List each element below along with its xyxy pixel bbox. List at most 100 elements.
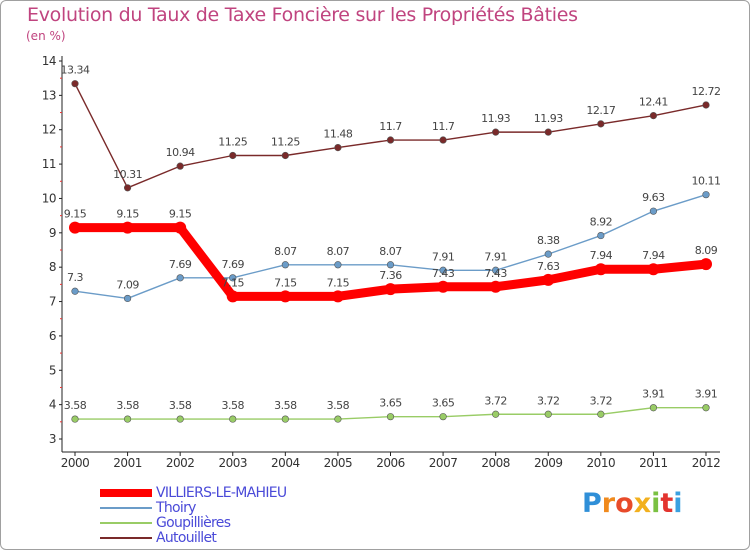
x-tick-label: 2010 — [587, 456, 616, 470]
data-label-autouillet: 12.72 — [692, 85, 721, 98]
data-point-villiers[interactable] — [542, 273, 555, 286]
data-label-thoiry: 10.11 — [692, 175, 721, 188]
data-point-goupillieres[interactable] — [71, 415, 79, 423]
data-point-goupillieres[interactable] — [123, 415, 132, 423]
data-label-autouillet: 11.93 — [481, 112, 510, 125]
data-label-villiers: 7.36 — [379, 269, 402, 282]
data-point-thoiry[interactable] — [176, 274, 184, 282]
data-point-autouillet[interactable] — [229, 151, 237, 160]
legend-item-goupillieres[interactable]: Goupillières — [100, 515, 360, 531]
data-point-goupillieres[interactable] — [281, 415, 289, 423]
data-label-autouillet: 11.25 — [218, 136, 247, 149]
data-point-autouillet[interactable] — [123, 184, 132, 192]
data-point-autouillet[interactable] — [492, 128, 500, 136]
data-point-goupillieres[interactable] — [386, 413, 395, 421]
legend-item-thoiry[interactable]: Thoiry — [100, 500, 360, 516]
data-point-goupillieres[interactable] — [649, 404, 658, 412]
data-label-goupillieres: 3.72 — [590, 394, 613, 407]
data-label-thoiry: 8.07 — [327, 245, 350, 258]
data-point-thoiry[interactable] — [544, 250, 552, 258]
data-label-goupillieres: 3.65 — [379, 397, 402, 410]
legend-label-thoiry: Thoiry — [156, 500, 196, 516]
data-label-autouillet: 12.41 — [639, 96, 668, 109]
data-label-villiers: 7.15 — [327, 276, 350, 289]
data-point-goupillieres[interactable] — [439, 413, 447, 421]
data-point-thoiry[interactable] — [281, 261, 289, 269]
x-tick-label: 2008 — [481, 456, 510, 470]
data-point-villiers[interactable] — [226, 290, 239, 303]
data-point-villiers[interactable] — [700, 258, 712, 271]
data-point-villiers[interactable] — [384, 283, 397, 296]
logo-letter-p: P — [582, 488, 602, 519]
data-point-autouillet[interactable] — [176, 162, 184, 170]
legend-item-autouillet[interactable]: Autouillet — [100, 530, 360, 546]
data-label-thoiry: 7.91 — [484, 250, 507, 263]
data-point-autouillet[interactable] — [544, 128, 552, 136]
data-point-goupillieres[interactable] — [702, 404, 710, 412]
data-point-thoiry[interactable] — [702, 191, 710, 199]
data-point-thoiry[interactable] — [439, 266, 447, 274]
data-label-goupillieres: 3.91 — [642, 388, 665, 401]
data-label-villiers: 7.43 — [484, 267, 507, 280]
logo-letter-x: x — [633, 488, 652, 519]
data-point-villiers[interactable] — [489, 280, 502, 293]
data-point-thoiry[interactable] — [71, 287, 79, 295]
data-point-goupillieres[interactable] — [597, 410, 605, 418]
legend: VILLIERS-LE-MAHIEU Thoiry Goupillières A… — [100, 485, 360, 546]
data-label-autouillet: 10.94 — [166, 146, 195, 159]
data-label-villiers: 7.15 — [222, 276, 245, 289]
legend-label-goupillieres: Goupillières — [156, 515, 231, 531]
legend-item-villiers[interactable]: VILLIERS-LE-MAHIEU — [100, 485, 360, 501]
data-point-villiers[interactable] — [647, 263, 660, 276]
data-label-autouillet: 11.7 — [432, 120, 455, 133]
data-point-thoiry[interactable] — [229, 274, 237, 282]
data-label-thoiry: 7.09 — [116, 278, 139, 291]
x-tick-label: 2002 — [166, 456, 195, 470]
data-label-goupillieres: 3.58 — [116, 399, 139, 412]
data-label-autouillet: 10.31 — [113, 168, 142, 181]
data-point-thoiry[interactable] — [386, 261, 395, 269]
y-tick-label: 4 — [49, 398, 56, 412]
data-point-thoiry[interactable] — [597, 231, 605, 240]
data-point-goupillieres[interactable] — [176, 415, 184, 423]
data-point-thoiry[interactable] — [334, 261, 342, 269]
data-label-thoiry: 8.07 — [379, 245, 402, 258]
data-point-autouillet[interactable] — [649, 112, 658, 120]
proxiti-logo: Proxiti — [582, 488, 683, 519]
data-point-autouillet[interactable] — [439, 136, 447, 144]
data-label-autouillet: 11.93 — [534, 112, 563, 125]
data-point-thoiry[interactable] — [492, 266, 500, 274]
data-point-villiers[interactable] — [331, 290, 344, 303]
series-line-autouillet[interactable] — [74, 82, 707, 189]
data-label-autouillet: 12.17 — [586, 104, 615, 117]
data-label-villiers: 7.63 — [537, 260, 560, 273]
x-tick-label: 2001 — [113, 456, 142, 470]
y-tick-label: 14 — [42, 54, 56, 68]
data-point-villiers[interactable] — [594, 263, 607, 276]
data-point-goupillieres[interactable] — [544, 410, 552, 418]
data-point-autouillet[interactable] — [71, 80, 79, 88]
y-tick-label: 7 — [49, 295, 56, 309]
x-tick-label: 2006 — [376, 456, 405, 470]
data-point-autouillet[interactable] — [281, 151, 289, 160]
data-point-thoiry[interactable] — [123, 294, 132, 303]
data-point-goupillieres[interactable] — [492, 410, 500, 418]
data-point-villiers[interactable] — [121, 221, 134, 234]
data-point-goupillieres[interactable] — [334, 415, 342, 423]
data-point-autouillet[interactable] — [334, 143, 342, 152]
data-label-goupillieres: 3.58 — [64, 399, 87, 412]
x-tick-label: 2007 — [429, 456, 458, 470]
logo-letter-o: o — [615, 488, 634, 519]
data-point-autouillet[interactable] — [597, 120, 605, 128]
data-point-villiers[interactable] — [437, 280, 450, 293]
data-point-villiers[interactable] — [174, 221, 187, 234]
data-point-autouillet[interactable] — [386, 136, 395, 144]
data-point-autouillet[interactable] — [702, 101, 710, 109]
chart-title: Evolution du Taux de Taxe Foncière sur l… — [27, 4, 578, 26]
data-point-goupillieres[interactable] — [229, 415, 237, 423]
legend-label-autouillet: Autouillet — [156, 530, 217, 546]
data-labels-layer: 9.15 9.15 9.15 7.15 7.15 7.15 7.36 7.43 7.43 7.63… — [61, 64, 722, 412]
data-point-villiers[interactable] — [69, 221, 81, 234]
data-point-thoiry[interactable] — [649, 207, 658, 215]
data-point-villiers[interactable] — [279, 290, 292, 303]
